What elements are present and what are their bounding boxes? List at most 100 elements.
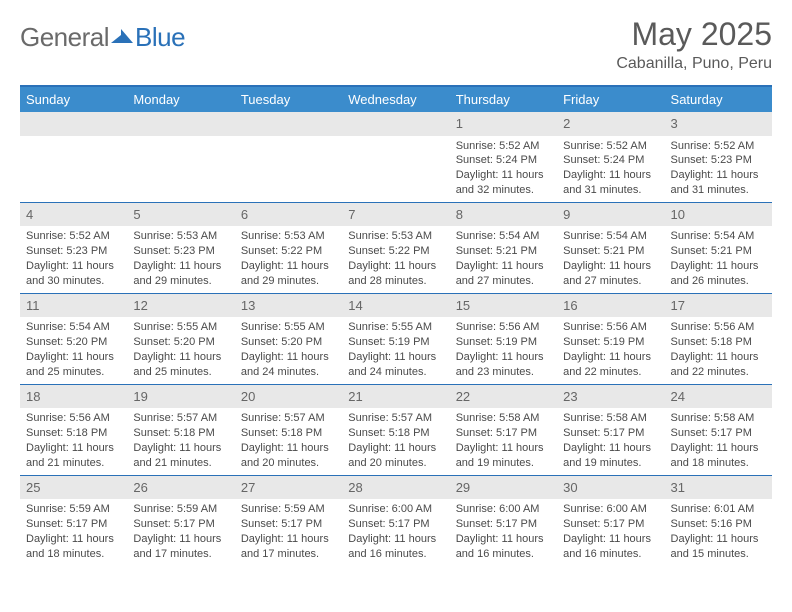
daylight-text: Daylight: 11 hours and 22 minutes. — [563, 350, 658, 380]
calendar-cell: 9Sunrise: 5:54 AMSunset: 5:21 PMDaylight… — [557, 202, 664, 293]
sunrise-text: Sunrise: 5:58 AM — [671, 411, 766, 426]
daylight-text: Daylight: 11 hours and 31 minutes. — [671, 168, 766, 198]
calendar-cell: 17Sunrise: 5:56 AMSunset: 5:18 PMDayligh… — [665, 293, 772, 384]
day-details: Sunrise: 5:59 AMSunset: 5:17 PMDaylight:… — [127, 499, 234, 565]
sunrise-text: Sunrise: 5:59 AM — [133, 502, 228, 517]
day-number: 20 — [235, 385, 342, 409]
day-details: Sunrise: 5:56 AMSunset: 5:18 PMDaylight:… — [20, 408, 127, 474]
sunset-text: Sunset: 5:17 PM — [26, 517, 121, 532]
calendar-cell: 24Sunrise: 5:58 AMSunset: 5:17 PMDayligh… — [665, 384, 772, 475]
sunset-text: Sunset: 5:22 PM — [348, 244, 443, 259]
day-number: 10 — [665, 203, 772, 227]
daylight-text: Daylight: 11 hours and 30 minutes. — [26, 259, 121, 289]
sunset-text: Sunset: 5:21 PM — [456, 244, 551, 259]
calendar-cell: 23Sunrise: 5:58 AMSunset: 5:17 PMDayligh… — [557, 384, 664, 475]
day-details: Sunrise: 5:55 AMSunset: 5:19 PMDaylight:… — [342, 317, 449, 383]
sunrise-text: Sunrise: 5:56 AM — [456, 320, 551, 335]
calendar-cell: 6Sunrise: 5:53 AMSunset: 5:22 PMDaylight… — [235, 202, 342, 293]
day-details: Sunrise: 5:53 AMSunset: 5:22 PMDaylight:… — [235, 226, 342, 292]
sunset-text: Sunset: 5:21 PM — [671, 244, 766, 259]
day-details: Sunrise: 5:59 AMSunset: 5:17 PMDaylight:… — [235, 499, 342, 565]
day-details: Sunrise: 6:01 AMSunset: 5:16 PMDaylight:… — [665, 499, 772, 565]
calendar-body: 1Sunrise: 5:52 AMSunset: 5:24 PMDaylight… — [20, 112, 772, 566]
daylight-text: Daylight: 11 hours and 16 minutes. — [348, 532, 443, 562]
daylight-text: Daylight: 11 hours and 32 minutes. — [456, 168, 551, 198]
day-number: 7 — [342, 203, 449, 227]
daylight-text: Daylight: 11 hours and 19 minutes. — [563, 441, 658, 471]
day-number — [235, 112, 342, 136]
calendar-cell: 14Sunrise: 5:55 AMSunset: 5:19 PMDayligh… — [342, 293, 449, 384]
daylight-text: Daylight: 11 hours and 15 minutes. — [671, 532, 766, 562]
day-number: 22 — [450, 385, 557, 409]
day-number: 13 — [235, 294, 342, 318]
day-number: 21 — [342, 385, 449, 409]
sunset-text: Sunset: 5:23 PM — [26, 244, 121, 259]
day-details: Sunrise: 5:53 AMSunset: 5:23 PMDaylight:… — [127, 226, 234, 292]
calendar-cell: 21Sunrise: 5:57 AMSunset: 5:18 PMDayligh… — [342, 384, 449, 475]
sunrise-text: Sunrise: 5:56 AM — [26, 411, 121, 426]
daylight-text: Daylight: 11 hours and 16 minutes. — [563, 532, 658, 562]
day-number: 25 — [20, 476, 127, 500]
weekday-header: Monday — [127, 86, 234, 112]
sunrise-text: Sunrise: 5:55 AM — [133, 320, 228, 335]
day-details: Sunrise: 5:53 AMSunset: 5:22 PMDaylight:… — [342, 226, 449, 292]
sunset-text: Sunset: 5:17 PM — [456, 517, 551, 532]
day-details: Sunrise: 5:55 AMSunset: 5:20 PMDaylight:… — [235, 317, 342, 383]
daylight-text: Daylight: 11 hours and 29 minutes. — [241, 259, 336, 289]
day-number: 29 — [450, 476, 557, 500]
daylight-text: Daylight: 11 hours and 17 minutes. — [133, 532, 228, 562]
day-details: Sunrise: 6:00 AMSunset: 5:17 PMDaylight:… — [450, 499, 557, 565]
calendar-cell: 25Sunrise: 5:59 AMSunset: 5:17 PMDayligh… — [20, 475, 127, 565]
daylight-text: Daylight: 11 hours and 26 minutes. — [671, 259, 766, 289]
logo-word2: Blue — [135, 22, 185, 53]
sunrise-text: Sunrise: 5:59 AM — [241, 502, 336, 517]
daylight-text: Daylight: 11 hours and 17 minutes. — [241, 532, 336, 562]
daylight-text: Daylight: 11 hours and 25 minutes. — [133, 350, 228, 380]
calendar-cell: 7Sunrise: 5:53 AMSunset: 5:22 PMDaylight… — [342, 202, 449, 293]
sunset-text: Sunset: 5:23 PM — [671, 153, 766, 168]
calendar-cell: 29Sunrise: 6:00 AMSunset: 5:17 PMDayligh… — [450, 475, 557, 565]
sunrise-text: Sunrise: 5:55 AM — [241, 320, 336, 335]
sunset-text: Sunset: 5:18 PM — [133, 426, 228, 441]
calendar-week-row: 4Sunrise: 5:52 AMSunset: 5:23 PMDaylight… — [20, 202, 772, 293]
day-details: Sunrise: 5:57 AMSunset: 5:18 PMDaylight:… — [342, 408, 449, 474]
sunrise-text: Sunrise: 5:58 AM — [563, 411, 658, 426]
calendar-cell: 5Sunrise: 5:53 AMSunset: 5:23 PMDaylight… — [127, 202, 234, 293]
weekday-header: Sunday — [20, 86, 127, 112]
daylight-text: Daylight: 11 hours and 28 minutes. — [348, 259, 443, 289]
sunset-text: Sunset: 5:19 PM — [563, 335, 658, 350]
calendar-cell: 22Sunrise: 5:58 AMSunset: 5:17 PMDayligh… — [450, 384, 557, 475]
sunrise-text: Sunrise: 5:55 AM — [348, 320, 443, 335]
calendar-cell: 30Sunrise: 6:00 AMSunset: 5:17 PMDayligh… — [557, 475, 664, 565]
daylight-text: Daylight: 11 hours and 18 minutes. — [671, 441, 766, 471]
day-number: 2 — [557, 112, 664, 136]
day-number: 18 — [20, 385, 127, 409]
sunset-text: Sunset: 5:17 PM — [133, 517, 228, 532]
day-details: Sunrise: 5:58 AMSunset: 5:17 PMDaylight:… — [557, 408, 664, 474]
calendar-cell: 20Sunrise: 5:57 AMSunset: 5:18 PMDayligh… — [235, 384, 342, 475]
daylight-text: Daylight: 11 hours and 16 minutes. — [456, 532, 551, 562]
sunset-text: Sunset: 5:18 PM — [671, 335, 766, 350]
sunrise-text: Sunrise: 6:00 AM — [456, 502, 551, 517]
calendar-cell — [342, 112, 449, 202]
daylight-text: Daylight: 11 hours and 25 minutes. — [26, 350, 121, 380]
day-number: 26 — [127, 476, 234, 500]
sunset-text: Sunset: 5:21 PM — [563, 244, 658, 259]
sunrise-text: Sunrise: 5:56 AM — [671, 320, 766, 335]
sunset-text: Sunset: 5:16 PM — [671, 517, 766, 532]
sunrise-text: Sunrise: 5:53 AM — [133, 229, 228, 244]
daylight-text: Daylight: 11 hours and 27 minutes. — [456, 259, 551, 289]
calendar-cell: 28Sunrise: 6:00 AMSunset: 5:17 PMDayligh… — [342, 475, 449, 565]
sunset-text: Sunset: 5:23 PM — [133, 244, 228, 259]
day-details: Sunrise: 5:55 AMSunset: 5:20 PMDaylight:… — [127, 317, 234, 383]
calendar-cell: 27Sunrise: 5:59 AMSunset: 5:17 PMDayligh… — [235, 475, 342, 565]
day-number: 15 — [450, 294, 557, 318]
header: General Blue May 2025 Cabanilla, Puno, P… — [20, 16, 772, 73]
day-number: 28 — [342, 476, 449, 500]
day-details: Sunrise: 5:56 AMSunset: 5:19 PMDaylight:… — [450, 317, 557, 383]
sunrise-text: Sunrise: 5:57 AM — [133, 411, 228, 426]
day-details: Sunrise: 6:00 AMSunset: 5:17 PMDaylight:… — [342, 499, 449, 565]
sunset-text: Sunset: 5:17 PM — [671, 426, 766, 441]
calendar-table: Sunday Monday Tuesday Wednesday Thursday… — [20, 85, 772, 566]
day-number: 12 — [127, 294, 234, 318]
